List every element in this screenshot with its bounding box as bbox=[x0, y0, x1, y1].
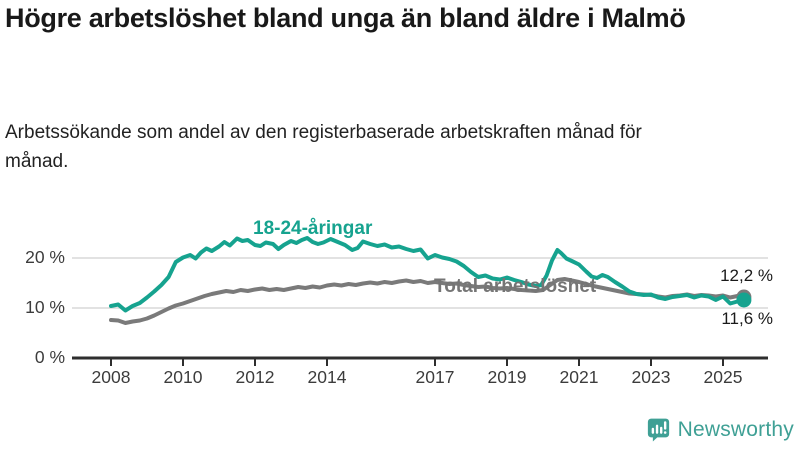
y-axis-tick-label: 20 % bbox=[25, 247, 65, 267]
x-axis-tick-label: 2019 bbox=[487, 367, 527, 387]
newsworthy-logo-icon bbox=[647, 418, 669, 442]
y-axis-tick-label: 0 % bbox=[34, 347, 65, 367]
series-label-total: Total arbetslöshet bbox=[434, 276, 597, 297]
x-axis-tick-label: 2025 bbox=[703, 367, 743, 387]
series-label-youth: 18-24-åringar bbox=[253, 218, 373, 239]
end-value-label-youth: 11,6 % bbox=[721, 309, 773, 328]
x-axis-tick-label: 2010 bbox=[163, 367, 203, 387]
end-value-label-total: 12,2 % bbox=[720, 266, 773, 285]
page-title: Högre arbetslöshet bland unga än bland ä… bbox=[5, 3, 686, 33]
x-axis-tick-label: 2023 bbox=[631, 367, 671, 387]
brand-name: Newsworthy bbox=[677, 417, 794, 441]
y-axis-tick-label: 10 % bbox=[25, 297, 65, 317]
x-axis-tick-label: 2012 bbox=[235, 367, 275, 387]
x-axis-tick-label: 2021 bbox=[559, 367, 599, 387]
brand-footer: Newsworthy bbox=[646, 417, 794, 442]
x-axis-tick-label: 2008 bbox=[91, 367, 131, 387]
x-axis-tick-label: 2017 bbox=[415, 367, 455, 387]
page-subtitle: Arbetssökande som andel av den registerb… bbox=[5, 122, 642, 172]
x-axis-tick-label: 2014 bbox=[307, 367, 347, 387]
